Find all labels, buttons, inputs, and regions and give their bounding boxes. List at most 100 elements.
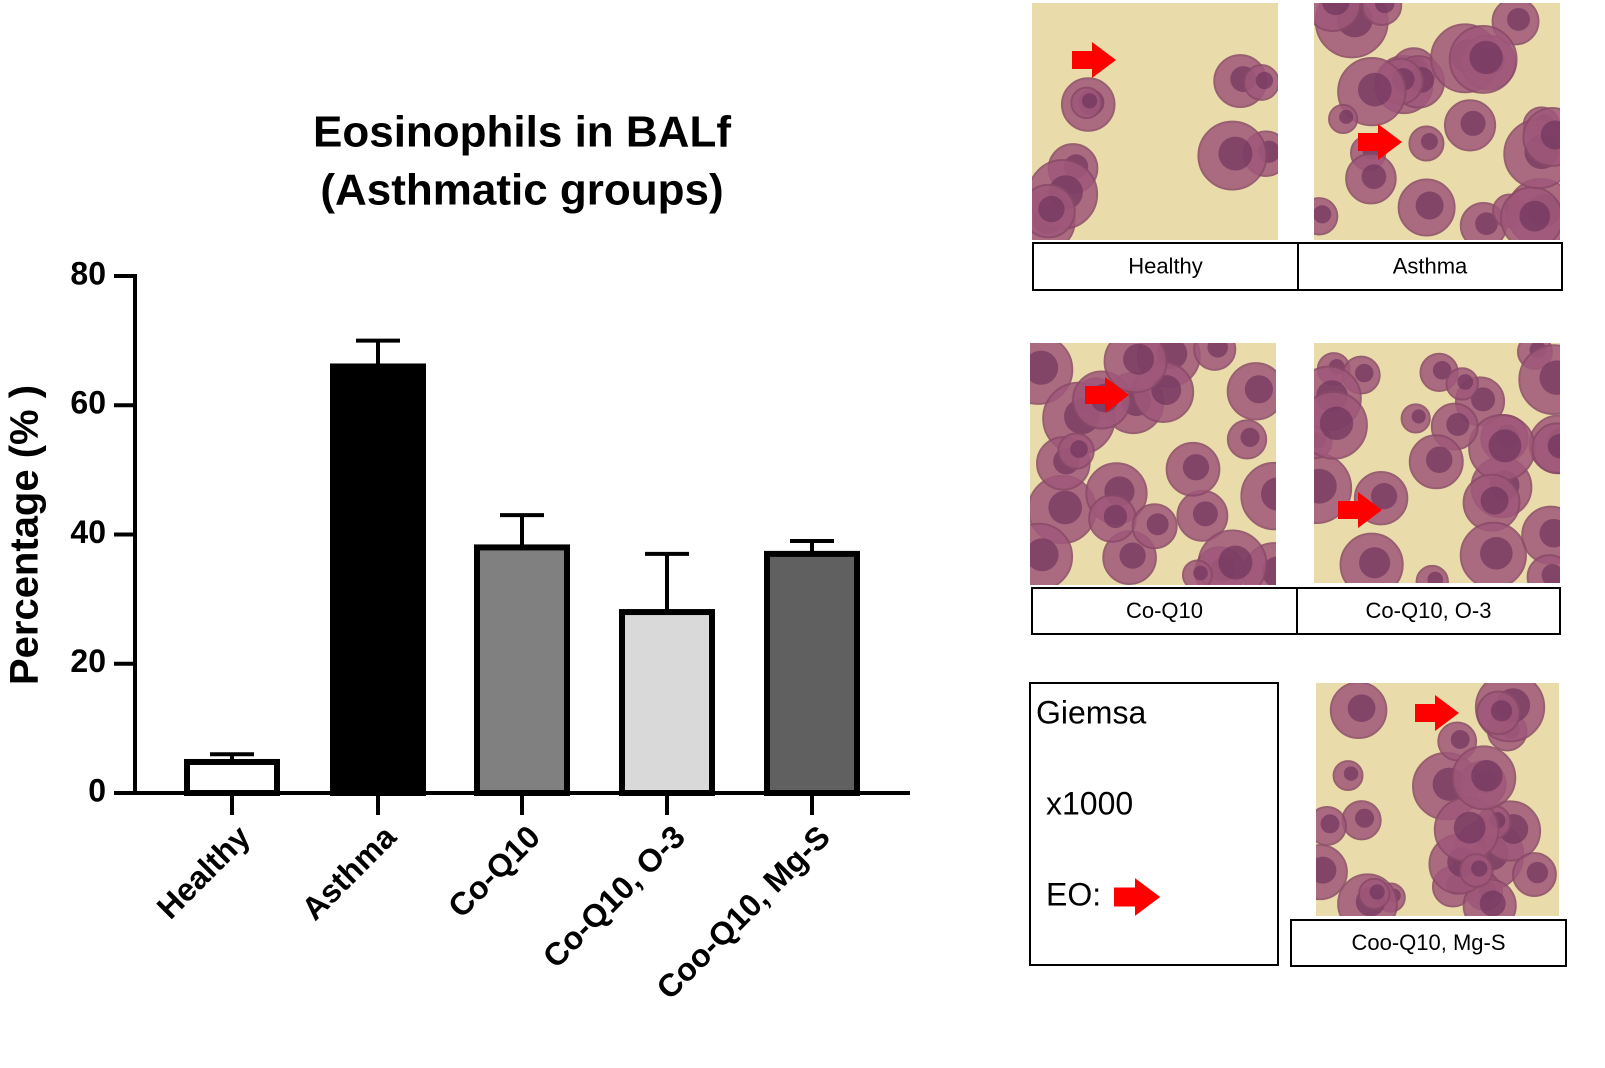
nucleus bbox=[1507, 7, 1530, 31]
micrograph bbox=[1314, 343, 1560, 583]
nucleus bbox=[1432, 361, 1452, 380]
nucleus bbox=[1490, 700, 1513, 722]
nucleus bbox=[1048, 490, 1082, 525]
arrow bbox=[1358, 124, 1402, 160]
arrow bbox=[1072, 42, 1116, 78]
micrographs: Healthy Asthma Co-Q10 Co-Q10, O-3 Coo-Q10, M… bbox=[1029, 3, 1567, 967]
nucleus bbox=[1450, 730, 1470, 749]
nucleus bbox=[1319, 406, 1354, 440]
x-tick-label: Co-Q10, O-3 bbox=[536, 818, 692, 974]
bar bbox=[184, 758, 280, 796]
nucleus bbox=[1369, 884, 1385, 900]
marker-label: EO: bbox=[1046, 876, 1101, 912]
nucleus bbox=[1488, 429, 1522, 463]
micrograph bbox=[1032, 3, 1278, 240]
nucleus bbox=[1030, 350, 1059, 385]
nucleus bbox=[1347, 694, 1376, 723]
arrow bbox=[1114, 878, 1161, 916]
cell bbox=[1240, 461, 1276, 531]
nucleus bbox=[1070, 440, 1088, 458]
nucleus bbox=[1343, 766, 1359, 781]
cell bbox=[1531, 422, 1560, 474]
nucleus bbox=[1480, 486, 1509, 515]
nucleus bbox=[1207, 343, 1229, 358]
nucleus bbox=[1218, 136, 1253, 171]
chart-title: Eosinophils in BALf bbox=[313, 108, 731, 157]
nucleus bbox=[1457, 374, 1474, 390]
bar bbox=[330, 363, 426, 796]
nucleus bbox=[1314, 205, 1332, 224]
label-box bbox=[1290, 919, 1567, 967]
micrograph bbox=[1030, 343, 1276, 585]
nucleus bbox=[1314, 468, 1337, 504]
nucleus bbox=[1519, 200, 1551, 232]
nucleus bbox=[1475, 212, 1498, 236]
nucleus bbox=[1244, 375, 1274, 404]
nucleus bbox=[1539, 360, 1560, 395]
label-box bbox=[1297, 242, 1563, 291]
nucleus bbox=[1370, 483, 1398, 510]
micrograph-label: Co-Q10 bbox=[1126, 598, 1203, 623]
label-box bbox=[1031, 587, 1298, 635]
micrograph bbox=[1314, 3, 1560, 240]
nucleus bbox=[1526, 861, 1549, 884]
magnification-label: x1000 bbox=[1046, 785, 1133, 821]
micrograph-label: Coo-Q10, Mg-S bbox=[1351, 930, 1505, 955]
nucleus bbox=[1427, 571, 1444, 583]
label-box bbox=[1032, 242, 1299, 291]
nucleus bbox=[1255, 71, 1274, 90]
nucleus bbox=[1103, 504, 1128, 529]
micrograph-label: Asthma bbox=[1393, 253, 1468, 278]
arrow bbox=[1415, 695, 1459, 731]
y-tick-label: 80 bbox=[70, 255, 106, 291]
bar bbox=[474, 544, 570, 796]
stain-label: Giemsa bbox=[1036, 694, 1146, 730]
nucleus bbox=[1182, 454, 1210, 481]
nucleus bbox=[1322, 3, 1350, 16]
nucleus bbox=[1081, 93, 1098, 109]
nucleus bbox=[1460, 110, 1486, 136]
nucleus bbox=[1375, 3, 1395, 14]
arrow bbox=[1338, 492, 1382, 528]
nucleus bbox=[1426, 446, 1453, 474]
nucleus bbox=[1038, 195, 1065, 223]
nucleus bbox=[1355, 363, 1374, 383]
nucleus bbox=[1355, 808, 1375, 828]
arrow bbox=[1085, 377, 1129, 413]
nucleus bbox=[1146, 513, 1169, 536]
nucleus bbox=[1260, 477, 1276, 511]
label-box bbox=[1296, 587, 1561, 635]
nucleus bbox=[1547, 433, 1560, 459]
y-tick-label: 20 bbox=[70, 643, 106, 679]
bar bbox=[764, 550, 860, 797]
nucleus bbox=[1539, 518, 1560, 548]
nucleus bbox=[1339, 109, 1354, 124]
x-tick-label: Co-Q10 bbox=[441, 818, 547, 924]
nucleus bbox=[1240, 427, 1260, 447]
nucleus bbox=[1471, 760, 1503, 792]
nucleus bbox=[1218, 545, 1253, 580]
key-box bbox=[1029, 682, 1279, 966]
nucleus bbox=[1479, 890, 1506, 916]
y-tick-label: 40 bbox=[70, 514, 106, 550]
y-tick-label: 60 bbox=[70, 385, 106, 421]
nucleus bbox=[1192, 501, 1218, 527]
bar bbox=[619, 609, 715, 796]
x-tick-label: Asthma bbox=[294, 818, 403, 927]
nucleus bbox=[1471, 387, 1496, 412]
nucleus bbox=[1119, 542, 1146, 569]
nucleus bbox=[1359, 547, 1391, 579]
y-tick-label: 0 bbox=[88, 772, 106, 808]
nucleus bbox=[1471, 860, 1488, 877]
chart-title: (Asthmatic groups) bbox=[320, 166, 723, 215]
nucleus bbox=[1480, 536, 1513, 570]
nucleus bbox=[1320, 814, 1340, 834]
nucleus bbox=[1453, 811, 1486, 844]
nucleus bbox=[1361, 164, 1387, 190]
nucleus bbox=[1030, 538, 1059, 572]
nucleus bbox=[1446, 413, 1470, 437]
micrograph-label: Healthy bbox=[1128, 253, 1203, 278]
